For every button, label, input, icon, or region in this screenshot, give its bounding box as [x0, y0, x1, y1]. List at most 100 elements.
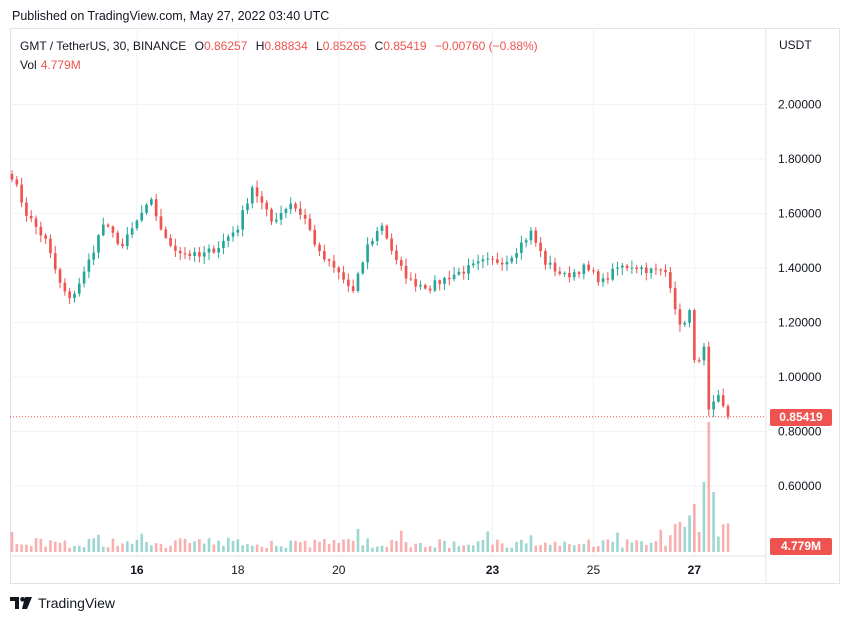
candle-body — [726, 406, 730, 417]
volume-bar — [318, 541, 321, 552]
candle-body — [404, 265, 408, 279]
time-tick-label: 20 — [332, 563, 346, 577]
candle-body — [34, 218, 38, 227]
volume-bar — [380, 545, 384, 552]
volume-bar — [44, 546, 47, 552]
candle-body — [568, 272, 571, 278]
volume-bar — [222, 545, 225, 552]
volume-bar — [159, 543, 163, 552]
volume-bar — [255, 544, 259, 552]
candle-body — [721, 395, 725, 407]
volume-bar — [246, 544, 249, 552]
volume-bar — [664, 545, 667, 552]
candle-body — [294, 203, 297, 209]
candle-body — [467, 265, 470, 274]
volume-bar — [625, 539, 629, 552]
volume-bar — [250, 545, 254, 552]
volume-bar — [505, 547, 509, 552]
candle-body — [515, 252, 518, 258]
price-tick-label: 0.80000 — [778, 425, 822, 439]
candle-body — [678, 309, 682, 325]
volume-bar — [582, 543, 586, 552]
candle-body — [611, 268, 614, 280]
volume-bar — [544, 542, 547, 552]
volume-bar — [596, 546, 600, 552]
volume-bar — [327, 543, 331, 552]
candle-body — [265, 202, 269, 210]
volume-bar — [568, 544, 571, 552]
candle-body — [375, 230, 379, 241]
candle-body — [390, 238, 393, 251]
candle-body — [625, 265, 629, 269]
close-label: C — [374, 39, 384, 53]
volume-bar — [308, 547, 312, 552]
candle-body — [640, 267, 643, 270]
volume-bar — [688, 515, 691, 552]
candle-body — [198, 252, 201, 257]
candle-body — [529, 230, 533, 241]
volume-bar — [73, 545, 76, 552]
volume-bar — [323, 538, 326, 552]
volume-bar — [640, 541, 643, 552]
candle-body — [279, 212, 283, 220]
volume-bar — [217, 540, 220, 552]
candle-body — [582, 264, 586, 275]
candle-body — [58, 269, 62, 283]
volume-bar — [202, 543, 206, 552]
price-candles — [10, 170, 730, 420]
volume-bar — [356, 528, 360, 552]
candle-body — [539, 242, 542, 252]
volume-bar — [289, 540, 293, 552]
symbol-label[interactable]: GMT / TetherUS, 30, BINANCE — [20, 39, 187, 53]
volume-bar — [198, 539, 201, 552]
candle-body — [231, 232, 235, 237]
currency-unit[interactable]: USDT — [779, 38, 812, 52]
volume-bar — [101, 546, 105, 552]
price-tick-label: 1.80000 — [778, 152, 822, 166]
candle-body — [673, 288, 677, 310]
chart-frame[interactable] — [10, 28, 840, 584]
volume-bar — [683, 526, 687, 552]
volume-bar — [678, 521, 682, 552]
candle-body — [236, 229, 240, 233]
tradingview-brand[interactable]: TradingView — [10, 595, 115, 611]
candle-body — [620, 265, 624, 268]
candle-body — [130, 228, 134, 235]
volume-bar — [616, 532, 619, 552]
candle-body — [121, 243, 124, 247]
volume-bar — [111, 538, 115, 552]
candle-body — [644, 267, 648, 274]
candle-body — [683, 322, 687, 325]
volume-bar — [452, 541, 456, 552]
candle-body — [68, 291, 71, 299]
volume-bar — [169, 545, 172, 552]
candle-body — [323, 251, 326, 260]
candle-body — [395, 250, 398, 261]
price-tick-label: 1.00000 — [778, 370, 822, 384]
volume-bar — [92, 538, 96, 552]
volume-bar — [558, 545, 562, 552]
volume-bar — [620, 547, 624, 552]
candle-body — [616, 267, 619, 269]
candle-body — [563, 272, 566, 274]
price-tick-label: 0.60000 — [778, 479, 822, 493]
volume-bar — [342, 539, 345, 552]
volume-bar — [87, 538, 91, 552]
candle-body — [500, 262, 504, 265]
candle-body — [193, 252, 196, 257]
candle-body — [97, 235, 100, 253]
candle-body — [106, 224, 110, 227]
volume-bar — [462, 545, 466, 552]
candle-body — [414, 279, 417, 287]
volume-bar — [428, 545, 432, 552]
candle-body — [111, 226, 115, 233]
volume-bar — [337, 542, 341, 552]
candle-body — [654, 268, 658, 270]
candle-body — [82, 271, 86, 284]
volume-bar — [423, 547, 427, 552]
candle-body — [250, 187, 254, 204]
volume-bar — [274, 545, 278, 552]
time-tick-label: 23 — [486, 563, 500, 577]
candle-body — [159, 216, 163, 230]
